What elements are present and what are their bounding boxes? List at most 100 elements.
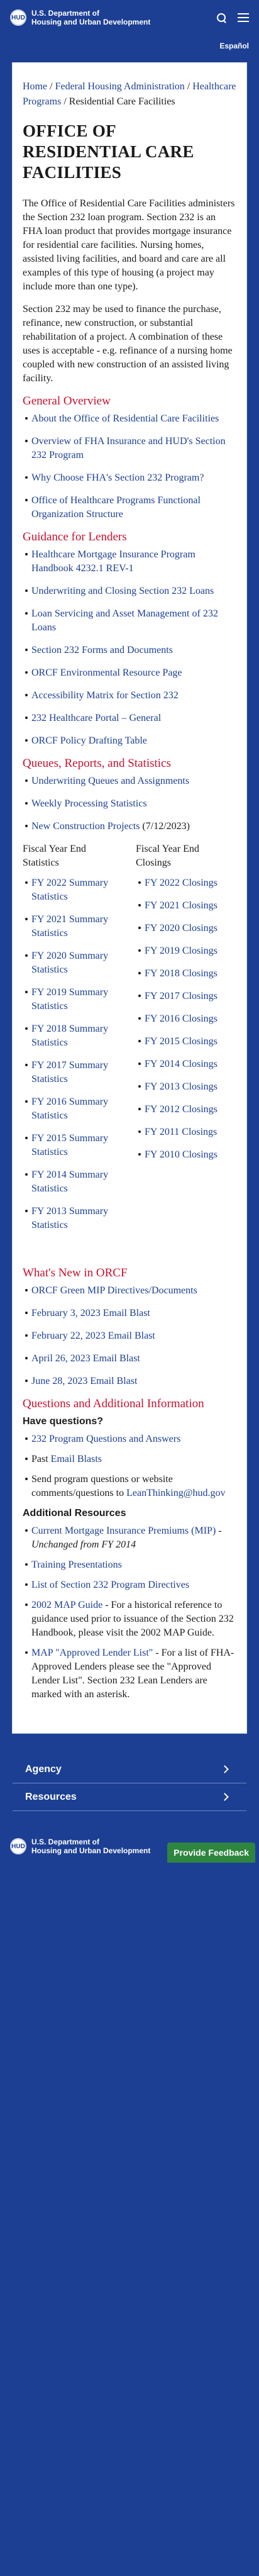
link-email-blast[interactable]: April 26, 2023 Email Blast <box>31 1353 140 1364</box>
link-email-blast[interactable]: June 28, 2023 Email Blast <box>31 1376 138 1386</box>
link-accessibility[interactable]: Accessibility Matrix for Section 232 <box>31 690 179 701</box>
language-toggle[interactable]: Español <box>0 35 259 55</box>
list-item: FY 2017 Summary Statistics <box>25 1059 123 1086</box>
list-item: ORCF Green MIP Directives/Documents <box>25 1284 236 1298</box>
chevron-right-icon <box>221 1793 229 1801</box>
link-fy-closings[interactable]: FY 2011 Closings <box>145 1127 218 1137</box>
link-new-construction[interactable]: New Construction Projects <box>31 821 140 832</box>
list-item: FY 2015 Summary Statistics <box>25 1132 123 1159</box>
whats-new-heading: What's New in ORCF <box>23 1266 128 1280</box>
link-about-orcf[interactable]: About the Office of Residential Care Fac… <box>31 413 219 424</box>
list-item: FY 2020 Summary Statistics <box>25 949 123 977</box>
link-fy-closings[interactable]: FY 2021 Closings <box>145 900 218 911</box>
link-fy-closings[interactable]: FY 2017 Closings <box>145 991 218 1001</box>
link-policy-table[interactable]: ORCF Policy Drafting Table <box>31 735 147 746</box>
list-item: Past Email Blasts <box>25 1452 236 1466</box>
footer-nav: Agency Resources <box>13 1756 246 1811</box>
link-portal[interactable]: 232 Healthcare Portal – General <box>31 713 162 723</box>
link-email-blast[interactable]: February 3, 2023 Email Blast <box>31 1308 150 1319</box>
mip-note: - Unchanged from FY 2014 <box>31 1525 222 1550</box>
link-fy-stats[interactable]: FY 2022 Summary Statistics <box>31 878 109 902</box>
link-fy-closings[interactable]: FY 2015 Closings <box>145 1036 218 1047</box>
link-handbook[interactable]: Healthcare Mortgage Insurance Program Ha… <box>31 549 196 574</box>
link-past-email-blasts[interactable]: Email Blasts <box>50 1454 102 1464</box>
link-org-structure[interactable]: Office of Healthcare Programs Functional… <box>31 495 201 520</box>
link-fy-closings[interactable]: FY 2013 Closings <box>145 1081 218 1092</box>
list-item: FY 2022 Summary Statistics <box>25 876 123 904</box>
intro-paragraph-2: Section 232 may be used to finance the p… <box>23 304 233 384</box>
provide-feedback-button[interactable]: Provide Feedback <box>167 1843 255 1863</box>
list-item: FY 2021 Summary Statistics <box>25 913 123 940</box>
list-item: FY 2016 Summary Statistics <box>25 1095 123 1123</box>
breadcrumb: Home / Federal Housing Administration / … <box>23 81 236 107</box>
hud-seal-icon[interactable]: HUD <box>10 9 26 26</box>
link-directives[interactable]: List of Section 232 Program Directives <box>31 1580 190 1590</box>
footer-agency-name[interactable]: U.S. Department of Housing and Urban Dev… <box>31 1837 151 1855</box>
link-fy-stats[interactable]: FY 2019 Summary Statistics <box>31 987 109 1012</box>
menu-icon[interactable] <box>238 13 249 22</box>
link-why-choose[interactable]: Why Choose FHA's Section 232 Program? <box>31 472 204 483</box>
breadcrumb-healthcare[interactable]: Healthcare Programs <box>23 81 236 107</box>
link-mip[interactable]: Current Mortgage Insurance Premiums (MIP… <box>31 1525 216 1536</box>
link-fy-closings[interactable]: FY 2014 Closings <box>145 1059 218 1069</box>
link-email-contact[interactable]: LeanThinking@hud.gov <box>126 1488 226 1498</box>
list-item: FY 2013 Closings <box>138 1080 236 1094</box>
link-forms[interactable]: Section 232 Forms and Documents <box>31 645 173 655</box>
link-overview-fha[interactable]: Overview of FHA Insurance and HUD's Sect… <box>31 436 226 460</box>
link-fy-stats[interactable]: FY 2020 Summary Statistics <box>31 951 109 975</box>
list-item: 232 Healthcare Portal – General <box>25 711 236 725</box>
link-fy-stats[interactable]: FY 2021 Summary Statistics <box>31 914 109 939</box>
link-fy-stats[interactable]: FY 2015 Summary Statistics <box>31 1133 109 1157</box>
list-item: 232 Program Questions and Answers <box>25 1432 236 1446</box>
breadcrumb-home[interactable]: Home <box>23 81 48 92</box>
site-header: HUD U.S. Department of Housing and Urban… <box>0 0 259 35</box>
link-fy-closings[interactable]: FY 2020 Closings <box>145 923 218 934</box>
breadcrumb-fha[interactable]: Federal Housing Administration <box>55 81 185 92</box>
link-qa[interactable]: 232 Program Questions and Answers <box>31 1434 181 1444</box>
link-fy-closings[interactable]: FY 2010 Closings <box>145 1149 218 1160</box>
list-item: Current Mortgage Insurance Premiums (MIP… <box>25 1524 236 1552</box>
list-item: Why Choose FHA's Section 232 Program? <box>25 471 236 485</box>
footer-resources-toggle[interactable]: Resources <box>13 1783 246 1811</box>
link-environmental[interactable]: ORCF Environmental Resource Page <box>31 667 182 678</box>
questions-heading: Questions and Additional Information <box>23 1397 204 1410</box>
link-email-blast[interactable]: February 22, 2023 Email Blast <box>31 1330 155 1341</box>
link-fy-closings[interactable]: FY 2012 Closings <box>145 1104 218 1115</box>
link-weekly-stats[interactable]: Weekly Processing Statistics <box>31 798 147 809</box>
link-fy-stats[interactable]: FY 2013 Summary Statistics <box>31 1206 109 1230</box>
link-fy-closings[interactable]: FY 2022 Closings <box>145 878 218 888</box>
list-item: FY 2010 Closings <box>138 1148 236 1162</box>
agency-name[interactable]: U.S. Department of Housing and Urban Dev… <box>31 9 150 26</box>
link-queues[interactable]: Underwriting Queues and Assignments <box>31 776 190 786</box>
link-approved-lenders[interactable]: MAP "Approved Lender List" <box>31 1648 153 1658</box>
link-fy-stats[interactable]: FY 2014 Summary Statistics <box>31 1169 109 1194</box>
list-item: FY 2018 Summary Statistics <box>25 1022 123 1050</box>
link-training[interactable]: Training Presentations <box>31 1559 122 1570</box>
link-underwriting[interactable]: Underwriting and Closing Section 232 Loa… <box>31 586 214 596</box>
search-icon[interactable] <box>216 13 226 23</box>
agency-line-1: U.S. Department of <box>31 9 100 18</box>
list-item: FY 2018 Closings <box>138 967 236 981</box>
list-item: Training Presentations <box>25 1558 236 1572</box>
link-fy-stats[interactable]: FY 2017 Summary Statistics <box>31 1060 109 1084</box>
guidance-list: Healthcare Mortgage Insurance Program Ha… <box>23 548 236 748</box>
agency-line-2: Housing and Urban Development <box>31 18 151 26</box>
link-fy-stats[interactable]: FY 2018 Summary Statistics <box>31 1023 109 1048</box>
link-fy-closings[interactable]: FY 2016 Closings <box>145 1013 218 1024</box>
list-item: About the Office of Residential Care Fac… <box>25 412 236 426</box>
list-item: FY 2011 Closings <box>138 1125 236 1139</box>
link-fy-stats[interactable]: FY 2016 Summary Statistics <box>31 1096 109 1121</box>
whats-new-list: ORCF Green MIP Directives/Documents Febr… <box>23 1284 236 1388</box>
breadcrumb-current: Residential Care Facilities <box>69 96 175 107</box>
link-map-guide[interactable]: 2002 MAP Guide <box>31 1600 103 1610</box>
questions-list: 232 Program Questions and Answers Past E… <box>23 1432 236 1500</box>
footer-agency-toggle[interactable]: Agency <box>13 1756 246 1783</box>
link-servicing[interactable]: Loan Servicing and Asset Management of 2… <box>31 608 218 633</box>
guidance-heading: Guidance for Lenders <box>23 530 127 544</box>
link-green-mip[interactable]: ORCF Green MIP Directives/Documents <box>31 1285 197 1296</box>
link-fy-closings[interactable]: FY 2018 Closings <box>145 968 218 979</box>
list-item: Section 232 Forms and Documents <box>25 644 236 657</box>
link-fy-closings[interactable]: FY 2019 Closings <box>145 945 218 956</box>
list-item: List of Section 232 Program Directives <box>25 1578 236 1592</box>
list-item: FY 2022 Closings <box>138 876 236 890</box>
